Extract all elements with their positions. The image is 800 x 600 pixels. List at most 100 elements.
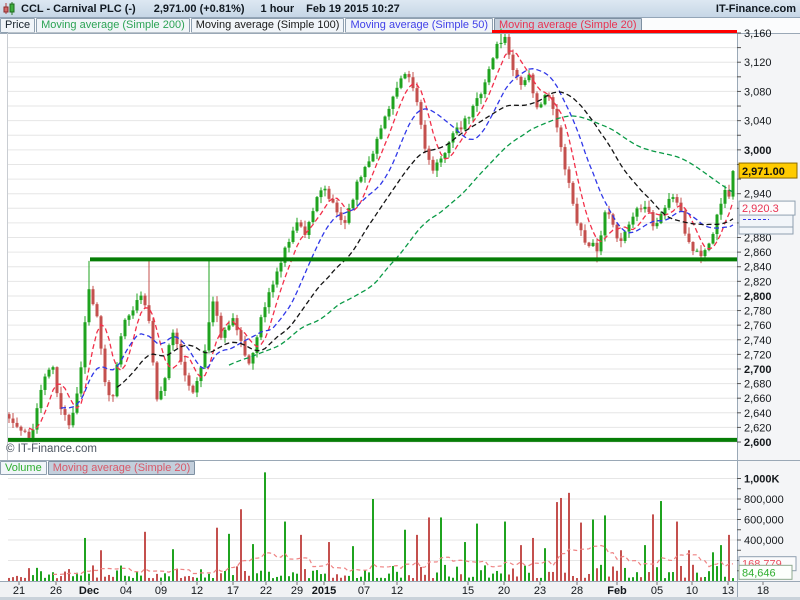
volume-bar: [116, 570, 118, 581]
candle-body: [19, 426, 23, 431]
volume-bar: [568, 492, 570, 581]
hidden-label-ma50: [738, 214, 794, 228]
candle-body: [459, 127, 463, 130]
candle-body: [279, 262, 283, 272]
last-price-and-change: 2,971.00 (+0.81%): [153, 2, 245, 15]
volume-bar: [580, 522, 582, 581]
volume-indicator-tabbar: Volume Moving average (Simple 20): [0, 461, 196, 475]
candle-body: [571, 182, 575, 204]
volume-bar: [572, 575, 574, 581]
volume-bar: [480, 570, 482, 581]
candle-body: [247, 355, 251, 364]
volume-bar: [468, 577, 470, 581]
volume-bar: [512, 568, 514, 581]
volume-bar: [484, 565, 486, 581]
price-axis-label: 2,740: [744, 335, 772, 347]
candle-body: [635, 208, 639, 217]
volume-bar: [596, 568, 598, 581]
tab-ma-50[interactable]: Moving average (Simple 50): [345, 18, 494, 33]
x-axis-strip: [0, 582, 800, 597]
candle-body: [219, 315, 223, 338]
candle-body: [527, 74, 531, 81]
candle-body: [31, 429, 35, 438]
candle-body: [423, 124, 427, 149]
candle-body: [35, 408, 39, 430]
volume-bar: [236, 566, 238, 581]
candle-body: [523, 80, 527, 85]
volume-bar: [244, 571, 246, 581]
candle-body: [495, 43, 499, 59]
volume-bar: [616, 570, 618, 581]
volume-bar: [100, 550, 102, 581]
candle-body: [399, 78, 403, 88]
candle-body: [687, 233, 691, 243]
candle-body: [707, 243, 711, 251]
volume-bar: [372, 499, 374, 581]
volume-bar: [128, 576, 130, 581]
volume-last-value-box: [738, 564, 793, 580]
volume-bar: [400, 577, 402, 581]
candle-body: [55, 367, 59, 394]
volume-bar: [584, 577, 586, 581]
candle-body: [379, 128, 383, 139]
candle-body: [647, 206, 651, 213]
candle-body: [699, 250, 703, 257]
volume-bar: [464, 542, 466, 581]
volume-bar: [664, 578, 666, 581]
candle-body: [375, 138, 379, 154]
volume-bar: [156, 573, 158, 581]
volume-bar: [92, 565, 94, 581]
tab-ma-20[interactable]: Moving average (Simple 20): [494, 18, 642, 33]
volume-bar: [396, 571, 398, 581]
price-axis-label: 3,160: [744, 28, 772, 40]
candle-body: [323, 188, 327, 191]
candle-body: [479, 94, 483, 99]
price-axis-label: 2,820: [744, 276, 772, 288]
volume-bar: [40, 571, 42, 581]
price-axis-label: 2,780: [744, 306, 772, 318]
volume-bar: [240, 509, 242, 581]
candle-body: [159, 390, 163, 400]
candle-body: [167, 345, 171, 379]
candle-body: [667, 198, 671, 208]
candle-body: [7, 414, 11, 419]
volume-bar: [188, 575, 190, 581]
volume-bar: [564, 572, 566, 581]
tab-volume[interactable]: Volume: [0, 461, 47, 475]
candle-body: [39, 389, 43, 409]
volume-bar: [272, 578, 274, 581]
candle-body: [163, 378, 167, 391]
candle-body: [723, 189, 727, 204]
volume-bar: [412, 578, 414, 581]
candle-body: [407, 74, 411, 78]
volume-bar: [88, 573, 90, 581]
candle-body: [223, 329, 227, 338]
volume-bar: [488, 577, 490, 581]
candle-body: [327, 188, 331, 199]
candle-body: [415, 88, 419, 103]
brand-logo-text: IT-Finance.com: [715, 2, 796, 15]
candle-body: [583, 230, 587, 243]
candle-body: [235, 318, 239, 331]
volume-bar: [520, 545, 522, 581]
volume-bar: [680, 565, 682, 581]
tab-ma-100[interactable]: Moving average (Simple 100): [190, 18, 345, 33]
candle-body: [183, 361, 187, 376]
price-axis-label: 2,600: [744, 437, 772, 449]
x-axis-label: 13: [722, 585, 734, 597]
tab-price[interactable]: Price: [0, 18, 36, 33]
candle-body: [359, 177, 363, 182]
x-axis-label: 2015: [312, 585, 336, 597]
tab-volume-ma-20[interactable]: Moving average (Simple 20): [47, 461, 196, 475]
candle-body: [403, 74, 407, 79]
volume-bar: [208, 573, 210, 581]
volume-bar: [140, 575, 142, 581]
volume-bar: [12, 577, 14, 581]
candle-body: [563, 147, 567, 170]
candle-body: [83, 322, 87, 368]
candle-body: [531, 74, 535, 94]
volume-bar: [164, 573, 166, 581]
candle-body: [679, 202, 683, 211]
